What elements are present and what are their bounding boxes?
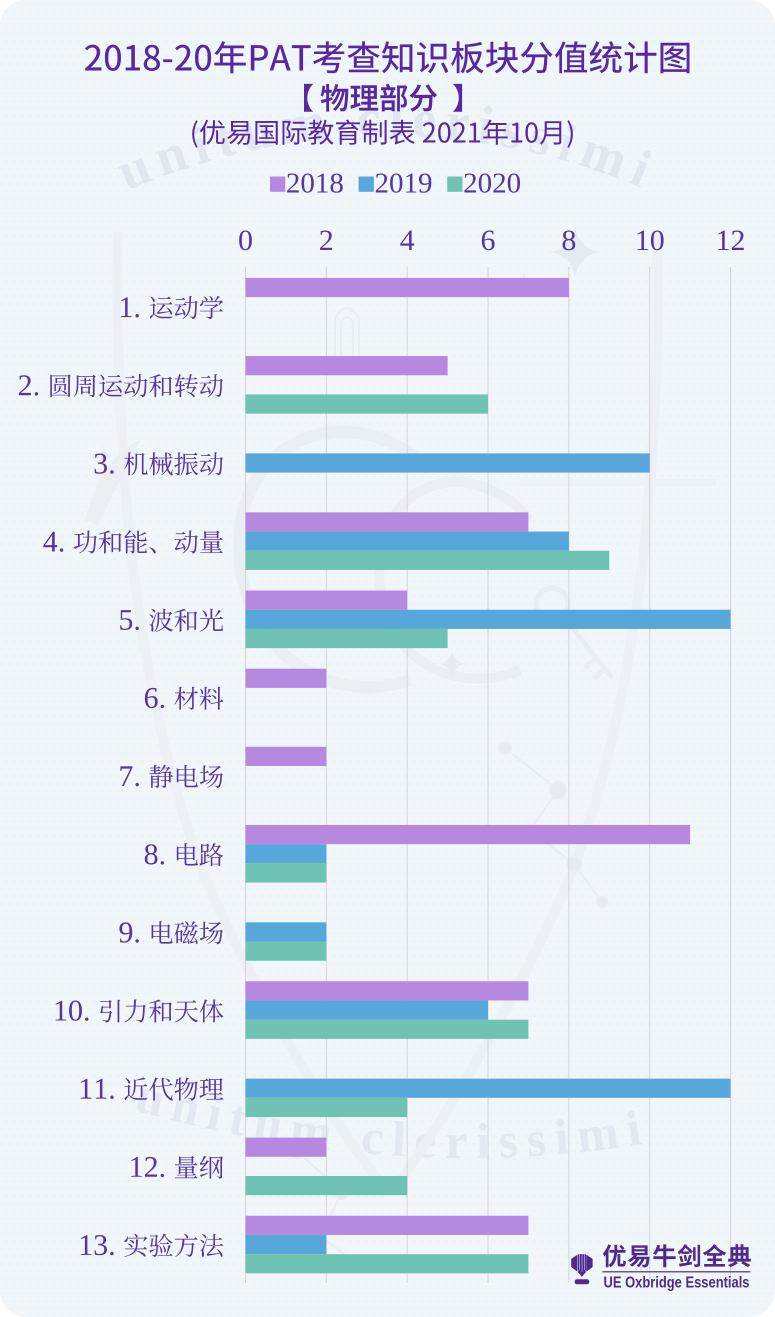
svg-text:6: 6 xyxy=(481,224,496,257)
svg-text:10: 10 xyxy=(635,224,665,257)
svg-text:2020: 2020 xyxy=(463,167,521,199)
svg-text:UE Oxbridge Essentials: UE Oxbridge Essentials xyxy=(604,1274,750,1291)
svg-text:2018: 2018 xyxy=(286,167,344,199)
svg-text:2019: 2019 xyxy=(375,167,433,199)
svg-text:8: 8 xyxy=(561,224,576,257)
svg-text:12: 12 xyxy=(716,224,746,257)
svg-text:4: 4 xyxy=(400,224,415,257)
svg-text:2: 2 xyxy=(319,224,334,257)
svg-text:0: 0 xyxy=(238,224,253,257)
